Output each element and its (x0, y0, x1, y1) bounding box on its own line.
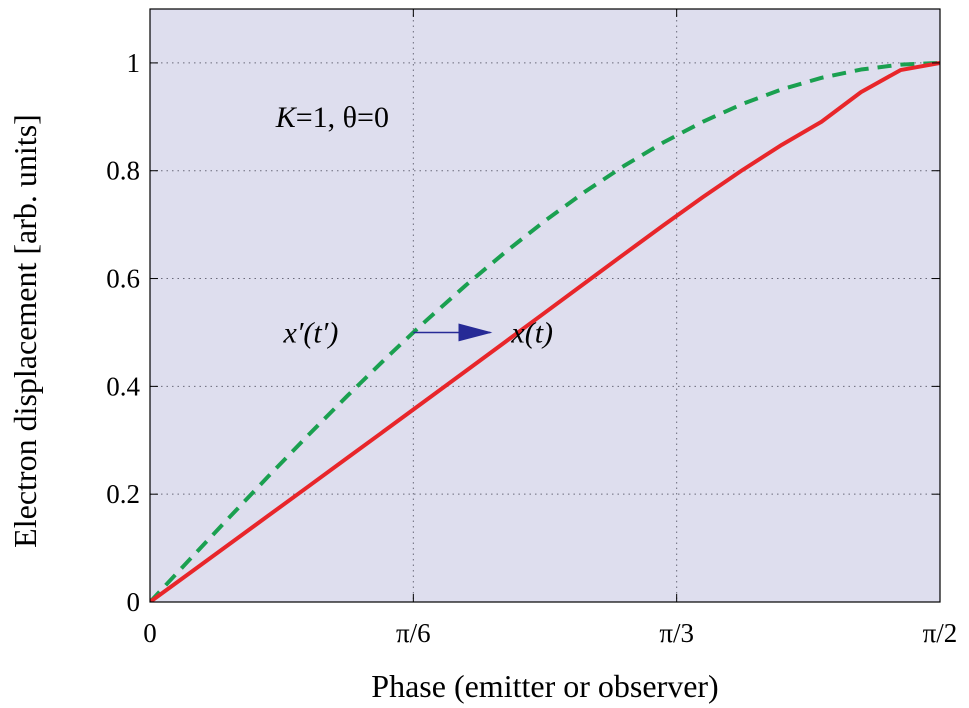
y-tick-label: 1 (127, 48, 141, 78)
x-tick-label: π/3 (659, 618, 694, 648)
y-tick-label: 0.2 (106, 479, 140, 509)
plot-area (150, 9, 940, 602)
tick-labels: 0 π/6 π/3 π/2 0 0.2 0.4 0.6 0.8 1 (106, 48, 957, 648)
series-layer (150, 60, 940, 602)
params-k-symbol: K (275, 101, 298, 134)
y-tick-label: 0.6 (106, 264, 140, 294)
y-tick-label: 0 (127, 587, 141, 617)
y-axis-title: Electron displacement [arb. units] (7, 114, 43, 548)
x-tick-label: π/2 (923, 618, 958, 648)
x-tick-label: 0 (143, 618, 157, 648)
x-axis-title: Phase (emitter or observer) (371, 668, 718, 704)
solid-series-line (150, 60, 940, 602)
params-rest: =1, θ=0 (296, 101, 389, 134)
ticks (149, 9, 941, 603)
solid-curve-label: x(t) (510, 316, 553, 349)
y-tick-label: 0.4 (106, 371, 140, 401)
x-tick-label: π/6 (396, 618, 431, 648)
dashed-curve-label: x′(t′) (283, 316, 339, 349)
params-annotation: K=1, θ=0 (275, 101, 389, 134)
plot-frame (149, 8, 941, 603)
y-tick-label: 0.8 (106, 156, 140, 186)
